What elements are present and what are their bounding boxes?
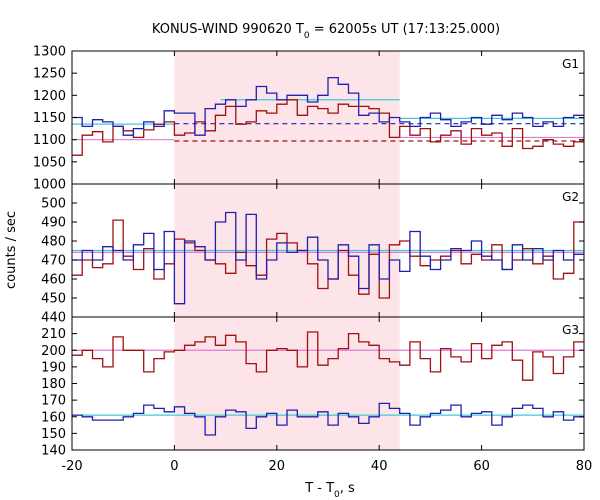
y-tick-label: 1050 xyxy=(33,155,66,170)
series-red-step xyxy=(72,331,584,381)
x-tick-label: 60 xyxy=(473,459,490,474)
y-tick-label: 1250 xyxy=(33,67,66,82)
plot-area: 1000 1050 1100 1150 1200 1250 1300 G1 440 450 460 4… xyxy=(33,45,592,475)
y-tick-label: 500 xyxy=(41,197,66,212)
x-tick-label: -20 xyxy=(61,459,82,474)
y-tick-label: 200 xyxy=(41,344,66,359)
series-blue-step xyxy=(72,76,584,136)
panel-g1-plot xyxy=(72,76,584,156)
y-tick-label: 180 xyxy=(41,377,66,392)
y-tick-label: 170 xyxy=(41,394,66,409)
y-axis-label: counts / sec xyxy=(4,211,19,289)
panel-g3-plot xyxy=(72,331,584,436)
series-red-step xyxy=(72,219,584,299)
y-tick-label: 1200 xyxy=(33,89,66,104)
x-tick-label: 20 xyxy=(269,459,286,474)
series-blue-step xyxy=(72,211,584,305)
panel-label: G2 xyxy=(562,190,579,204)
y-tick-label: 150 xyxy=(41,427,66,442)
chart-title: KONUS-WIND 990620 T0 = 62005s UT (17:13:… xyxy=(152,22,500,41)
y-tick-label: 450 xyxy=(41,292,66,307)
y-tick-label: 1000 xyxy=(33,178,66,193)
y-tick-label: 1300 xyxy=(33,45,66,60)
y-tick-label: 160 xyxy=(41,410,66,425)
y-tick-label: 440 xyxy=(41,311,66,326)
y-tick-label: 190 xyxy=(41,360,66,375)
panel-label: G1 xyxy=(562,57,579,71)
panel-label: G3 xyxy=(562,323,579,337)
panel-g2-plot xyxy=(72,211,584,305)
x-tick-label: 80 xyxy=(576,459,593,474)
x-tick-label: 0 xyxy=(170,459,178,474)
x-tick-label: 40 xyxy=(371,459,388,474)
series-red-step xyxy=(72,99,584,156)
y-tick-label: 490 xyxy=(41,216,66,231)
y-tick-label: 1100 xyxy=(33,133,66,148)
y-tick-label: 1150 xyxy=(33,111,66,126)
x-axis-label: T - T0, s xyxy=(304,481,355,500)
series-blue-step xyxy=(72,402,584,436)
y-tick-label: 210 xyxy=(41,327,66,342)
y-tick-label: 140 xyxy=(41,444,66,459)
y-tick-label: 460 xyxy=(41,273,66,288)
y-tick-label: 480 xyxy=(41,235,66,250)
y-tick-label: 470 xyxy=(41,254,66,269)
